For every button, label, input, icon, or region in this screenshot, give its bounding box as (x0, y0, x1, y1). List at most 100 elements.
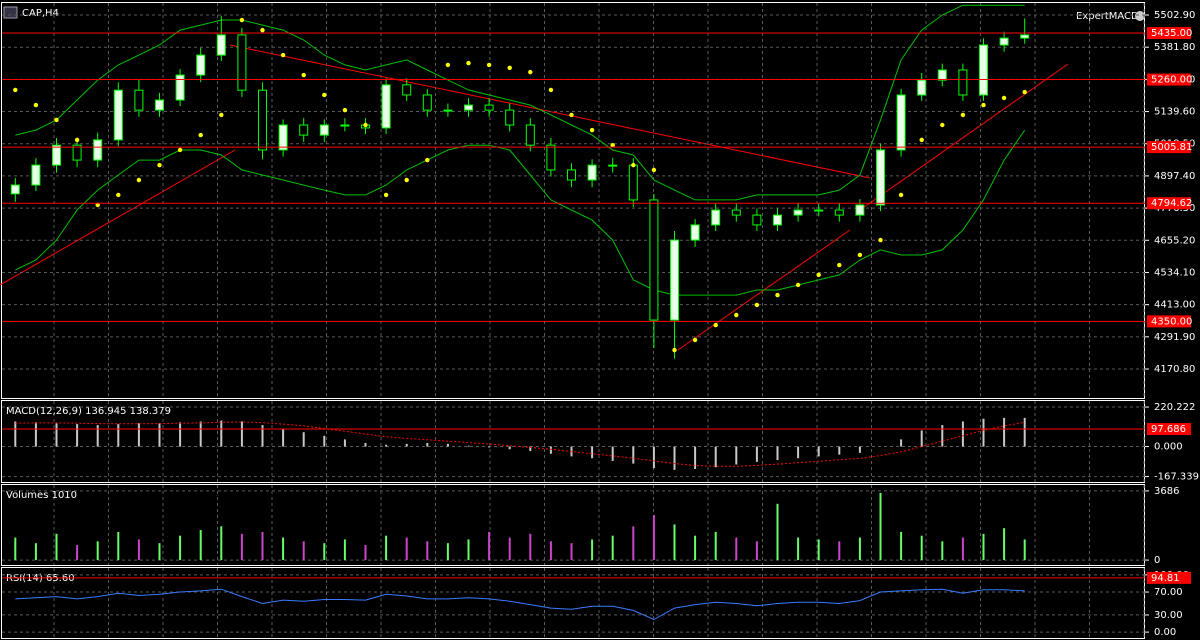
sar-dot (198, 132, 203, 138)
sar-dot (13, 87, 18, 93)
candle-body (814, 209, 824, 212)
sar-dot (837, 262, 842, 268)
trendline (0, 149, 236, 286)
sar-dot (95, 202, 100, 208)
candle-body (155, 99, 164, 111)
macd-panel-frame (1, 400, 1145, 483)
sar-dot (713, 322, 718, 328)
sar-dot (486, 62, 492, 68)
candle-body (855, 204, 865, 216)
y-tick-label: 4413.00 (1154, 300, 1195, 311)
sar-dot (54, 117, 59, 123)
candle-body (31, 164, 41, 186)
sar-dot (383, 192, 389, 198)
level-label-box (1147, 423, 1191, 436)
level-label: 4794.62 (1151, 198, 1192, 209)
sar-dot (589, 127, 595, 133)
candle-body (402, 84, 412, 96)
level-label: 5435.00 (1151, 28, 1192, 39)
candle-body (10, 184, 20, 195)
sar-dot (322, 92, 327, 98)
candle-body (608, 164, 618, 167)
expert-name: ExpertMACD (1076, 11, 1139, 22)
sar-dot (878, 237, 883, 243)
candle-body (381, 84, 391, 129)
sar-dot (754, 302, 760, 308)
candle-body (649, 199, 659, 321)
expert-icon (1135, 11, 1145, 21)
candle-body (567, 169, 576, 181)
chart-title: CAP,H4 (22, 8, 59, 19)
sar-dot (960, 112, 966, 118)
sar-dot (548, 87, 554, 93)
trendline (859, 63, 1069, 211)
candle-body (937, 69, 947, 81)
candle-body (299, 124, 309, 136)
y-tick-label: 4170.80 (1154, 364, 1195, 375)
rsi-line (15, 588, 1025, 621)
level-label-box (1147, 141, 1191, 154)
sar-dot (692, 337, 698, 343)
sar-dot (651, 167, 657, 173)
sar-dot (1001, 95, 1007, 101)
candle-body (876, 149, 885, 206)
candle-body (175, 74, 185, 101)
candle-body (628, 164, 638, 201)
sar-dot (1022, 89, 1027, 95)
candle-body (773, 214, 782, 226)
y-tick-label: 0 (1154, 555, 1160, 566)
panel-title: MACD(12,26,9) 136.945 138.379 (6, 406, 171, 417)
level-label: 5260.00 (1151, 75, 1192, 86)
y-tick-label: 4534.10 (1154, 267, 1195, 278)
candle-body (752, 214, 762, 226)
y-tick-label: 70.00 (1154, 587, 1183, 598)
signal-line (15, 421, 1025, 467)
sar-dot (610, 142, 615, 148)
candle-body (52, 144, 61, 166)
sar-dot (136, 177, 142, 183)
volume-panel-frame (1, 484, 1145, 566)
candle-body (1020, 34, 1030, 39)
sar-dot (74, 137, 80, 143)
chart-icon (3, 6, 18, 19)
level-label-box (1147, 73, 1191, 86)
sar-dot (857, 252, 863, 258)
y-tick-label: 4655.20 (1154, 235, 1195, 246)
level-label: 5005.81 (1151, 142, 1192, 153)
candle-body (958, 69, 968, 96)
candle-body (999, 37, 1009, 46)
sar-dot (631, 162, 636, 168)
rsi-panel-frame (1, 567, 1145, 639)
sar-dot (280, 52, 286, 58)
sar-dot (795, 282, 801, 288)
candle-body (134, 89, 144, 111)
candle-body (834, 209, 844, 216)
y-tick-label: 0.000 (1154, 442, 1183, 453)
sar-dot (33, 102, 39, 108)
candle-body (979, 44, 988, 96)
y-tick-label: 30.00 (1154, 610, 1183, 621)
candle-body (196, 54, 206, 76)
candle-body (711, 209, 721, 226)
candle-body (422, 94, 432, 111)
sar-dot (177, 147, 183, 153)
candle-body (258, 89, 267, 151)
y-tick-label: 5381.80 (1154, 42, 1195, 53)
sar-dot (342, 107, 348, 113)
candle-body (113, 89, 123, 141)
level-label-box (1147, 27, 1191, 40)
level-label-box (1147, 197, 1191, 210)
candle-body (670, 239, 679, 321)
sar-dot (919, 137, 924, 143)
y-tick-label: 0.00 (1154, 627, 1176, 638)
sar-dot (116, 192, 121, 198)
level-label: 94.81 (1151, 573, 1180, 584)
candle-body (525, 124, 535, 146)
sar-dot (301, 72, 306, 78)
sar-dot (981, 102, 986, 108)
level-label: 4350.00 (1151, 316, 1192, 327)
candle-body (484, 104, 494, 111)
bollinger-upper (15, 4, 1025, 201)
candle-body (340, 124, 350, 127)
